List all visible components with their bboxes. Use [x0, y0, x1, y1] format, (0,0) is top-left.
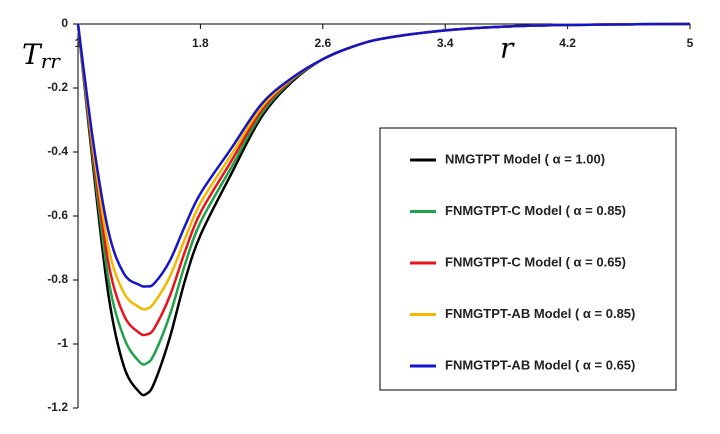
- y-axis-label: Trr: [22, 38, 61, 73]
- legend-label: FNMGTPT-AB Model ( α = 0.65): [445, 357, 635, 372]
- x-tick-label: 4.2: [559, 36, 576, 50]
- x-axis-label: r: [500, 32, 515, 65]
- y-tick-label: 0: [61, 16, 68, 30]
- y-tick-label: -0.4: [47, 144, 68, 158]
- y-tick-label: -0.8: [47, 272, 68, 286]
- y-tick-label: -1.2: [47, 400, 68, 414]
- x-tick-label: 3.4: [437, 36, 454, 50]
- x-tick-label: 1.8: [192, 36, 209, 50]
- x-tick-label: 1: [75, 36, 82, 50]
- legend-label: FNMGTPT-AB Model ( α = 0.85): [445, 306, 635, 321]
- legend-label: FNMGTPT-C Model ( α = 0.65): [445, 254, 626, 269]
- y-label-base: T: [22, 38, 43, 71]
- x-tick-label: 2.6: [314, 36, 331, 50]
- legend-label: NMGTPT Model ( α = 1.00): [445, 151, 605, 166]
- y-tick-label: -0.6: [47, 208, 68, 222]
- legend-box: [379, 127, 677, 391]
- y-label-sub: rr: [41, 49, 62, 73]
- series-line: [76, 22, 691, 288]
- legend-label: FNMGTPT-C Model ( α = 0.85): [445, 203, 626, 218]
- y-tick-label: -1: [57, 336, 68, 350]
- x-tick-label: 5: [687, 36, 694, 50]
- y-tick-label: -0.2: [47, 80, 68, 94]
